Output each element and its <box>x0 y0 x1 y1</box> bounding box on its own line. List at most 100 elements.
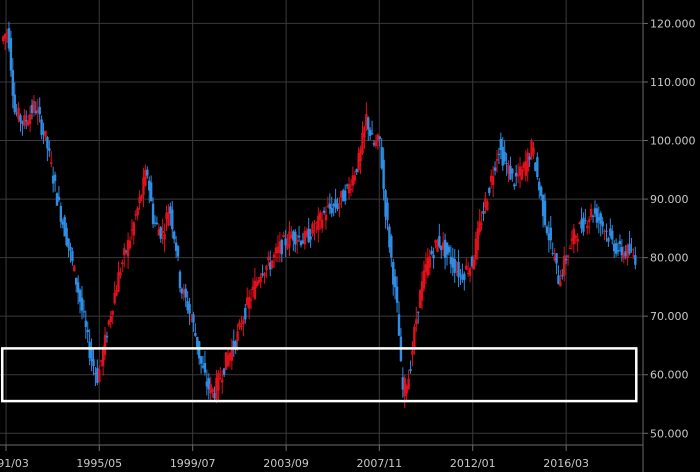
candle <box>234 339 237 354</box>
candle <box>418 288 422 309</box>
candle-body <box>586 225 589 229</box>
candle <box>580 207 583 234</box>
candle-body <box>26 120 30 126</box>
candle <box>441 232 445 257</box>
candle-body <box>443 239 447 258</box>
candle-body <box>17 107 20 120</box>
candle-body <box>434 240 437 243</box>
candle <box>174 236 178 258</box>
candle-body <box>3 34 7 39</box>
candle-body <box>630 249 633 251</box>
candle-body <box>50 162 53 164</box>
candle-body <box>611 230 614 240</box>
candle <box>284 229 287 258</box>
candle <box>547 221 551 253</box>
candle-body <box>440 245 443 251</box>
candle <box>270 259 274 270</box>
candle-body <box>144 170 147 186</box>
candle <box>430 246 433 256</box>
candle-body <box>219 377 222 379</box>
candle <box>78 288 82 314</box>
candle <box>572 223 576 254</box>
candle-body <box>153 222 157 224</box>
candle <box>57 186 61 202</box>
candle-body <box>38 106 41 115</box>
candle <box>136 206 139 221</box>
candle <box>182 284 186 301</box>
candle-body <box>428 256 431 268</box>
candle-body <box>374 141 378 147</box>
candle <box>40 115 43 140</box>
candle-body <box>259 276 262 282</box>
candle-body <box>197 341 201 359</box>
candle <box>345 183 349 190</box>
candle-body <box>270 260 274 268</box>
candle-body <box>178 271 182 289</box>
candle <box>19 113 22 132</box>
candle-body <box>65 227 68 246</box>
candle <box>457 249 460 288</box>
candle <box>630 237 633 253</box>
candle <box>247 290 251 320</box>
candle <box>574 234 577 244</box>
y-tick-label: 100.000 <box>650 135 696 148</box>
candle <box>23 109 26 129</box>
candle-body <box>422 270 426 289</box>
candle-body <box>244 307 247 320</box>
candle <box>513 182 516 190</box>
candle-body <box>584 220 587 222</box>
candle <box>155 216 159 226</box>
candle-body <box>472 259 476 270</box>
candle-body <box>174 242 178 252</box>
candle-body <box>309 236 312 240</box>
candle <box>7 21 11 52</box>
candle-body <box>513 184 516 187</box>
candle <box>380 138 383 170</box>
candle-body <box>251 286 255 290</box>
candle-body <box>370 133 374 135</box>
candle-body <box>459 273 462 275</box>
candle-body <box>566 255 570 258</box>
candle-body <box>292 231 295 241</box>
candle <box>378 136 381 147</box>
candle-body <box>265 265 268 271</box>
candle-body <box>497 153 501 155</box>
candle <box>213 386 216 402</box>
candle-body <box>451 257 454 268</box>
candle <box>67 238 70 258</box>
candle-body <box>194 332 197 336</box>
candle-body <box>209 384 212 394</box>
candle-body <box>146 169 149 176</box>
candle <box>622 246 625 264</box>
candle <box>482 201 485 221</box>
candle <box>561 268 564 280</box>
candle <box>334 188 337 213</box>
y-tick-label: 50.000 <box>650 427 689 440</box>
candle <box>372 139 376 147</box>
candle <box>511 168 514 182</box>
candle <box>616 242 620 256</box>
candle <box>169 202 172 226</box>
candle-body <box>543 200 547 225</box>
candle <box>303 226 307 250</box>
candle-body <box>247 297 251 309</box>
candle-body <box>455 271 458 273</box>
candle-body <box>576 238 579 242</box>
candle-body <box>86 329 89 333</box>
candle <box>117 261 120 293</box>
candle-body <box>205 381 209 387</box>
candle-body <box>101 348 105 367</box>
candle-body <box>601 221 604 227</box>
candle-body <box>403 377 406 397</box>
candle-body <box>148 180 151 191</box>
candle <box>94 366 97 387</box>
candle <box>109 310 112 329</box>
candle-body <box>217 373 220 391</box>
candle <box>103 326 107 360</box>
candle <box>563 246 566 282</box>
candle <box>555 253 558 275</box>
candle <box>205 369 209 396</box>
candle-body <box>490 175 493 182</box>
candle-body <box>520 168 524 180</box>
